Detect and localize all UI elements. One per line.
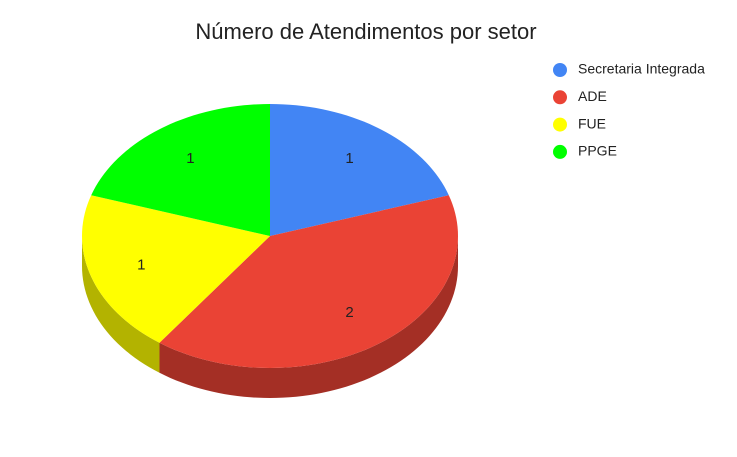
pie-slice-side bbox=[82, 236, 160, 373]
legend-marker bbox=[553, 117, 567, 132]
data-label: 2 bbox=[345, 304, 353, 321]
pie-slice-side bbox=[159, 236, 458, 398]
legend-label: FUE bbox=[578, 115, 606, 131]
pie-slice bbox=[82, 195, 270, 343]
pie-slice bbox=[159, 195, 458, 368]
legend-label: ADE bbox=[578, 88, 607, 104]
legend-marker bbox=[553, 144, 567, 159]
data-label: 1 bbox=[345, 150, 353, 167]
data-label: 1 bbox=[137, 256, 145, 273]
legend-label: Secretaria Integrada bbox=[578, 61, 705, 77]
legend-label: PPGE bbox=[578, 143, 617, 159]
legend-marker bbox=[553, 90, 567, 105]
pie-slice bbox=[91, 104, 270, 236]
legend-marker bbox=[553, 63, 567, 77]
chart-title: Número de Atendimentos por setor bbox=[195, 19, 536, 44]
data-label: 1 bbox=[186, 150, 194, 167]
pie-slice bbox=[270, 104, 449, 236]
